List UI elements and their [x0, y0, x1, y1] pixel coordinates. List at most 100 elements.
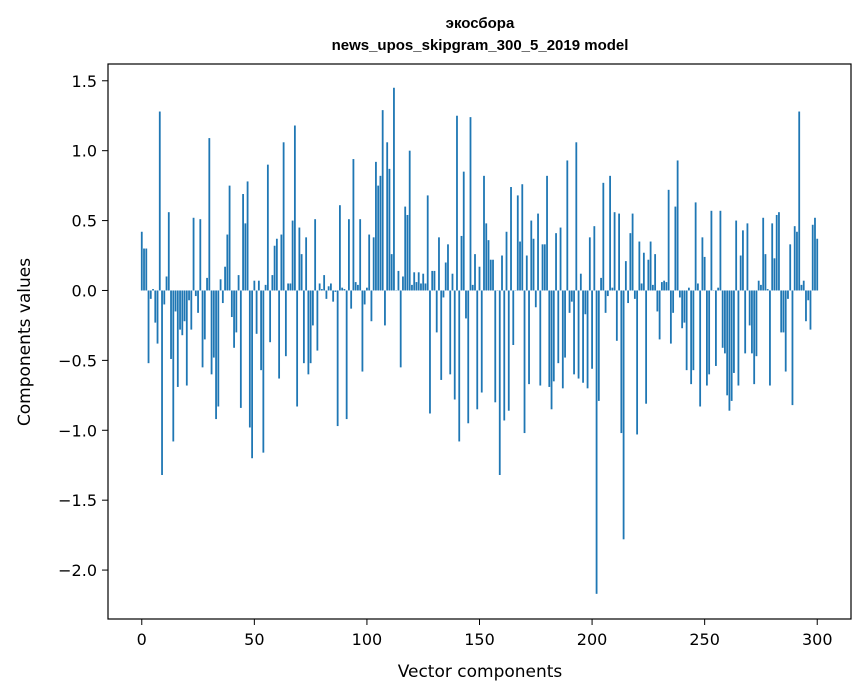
bar-186	[559, 227, 562, 291]
bar-75	[309, 290, 312, 364]
bar-124	[420, 283, 422, 291]
bar-27	[201, 290, 204, 368]
bar-36	[221, 290, 224, 304]
bar-120	[411, 284, 413, 291]
bar-25	[197, 290, 199, 313]
bar-5	[152, 289, 154, 291]
bar-275	[760, 284, 762, 291]
bar-231	[660, 282, 663, 291]
bar-184	[555, 233, 557, 291]
bar-216	[627, 290, 629, 304]
bar-288	[789, 244, 792, 291]
bar-261	[728, 290, 731, 411]
bar-58	[271, 275, 274, 291]
bar-74	[307, 290, 310, 375]
bar-31	[210, 290, 213, 375]
bar-1	[143, 248, 145, 291]
bar-283	[778, 212, 780, 291]
bar-162	[505, 231, 508, 291]
x-tick-label: 300	[802, 630, 833, 649]
bar-141	[458, 290, 461, 442]
bar-276	[762, 217, 765, 291]
bar-45	[242, 194, 244, 291]
bar-72	[302, 290, 305, 364]
bar-177	[539, 290, 542, 386]
y-tick-label: −1.5	[58, 491, 97, 510]
bar-168	[519, 241, 521, 291]
x-tick-label: 100	[352, 630, 383, 649]
bar-6	[154, 290, 157, 323]
bar-188	[564, 290, 566, 358]
bar-171	[525, 255, 528, 291]
bar-79	[318, 283, 321, 291]
y-tick-label: 0.5	[72, 212, 97, 231]
bar-164	[510, 187, 512, 291]
bar-192	[573, 290, 575, 375]
bar-221	[638, 241, 641, 291]
bar-179	[543, 244, 546, 291]
bar-103	[372, 237, 375, 291]
bar-22	[190, 290, 193, 330]
bar-137	[449, 290, 452, 375]
bar-14	[172, 290, 175, 442]
bar-277	[764, 254, 767, 291]
bar-53	[260, 290, 262, 371]
bar-183	[552, 290, 555, 382]
bar-195	[579, 273, 582, 291]
bar-26	[199, 219, 202, 291]
bar-98	[361, 290, 364, 372]
bar-95	[354, 282, 357, 291]
bar-65	[287, 283, 290, 291]
bar-154	[487, 240, 490, 291]
bar-56	[266, 164, 269, 291]
bar-213	[620, 290, 623, 434]
bar-12	[167, 212, 170, 291]
y-tick-label: −1.0	[58, 421, 97, 440]
bar-91	[345, 290, 348, 420]
bar-24	[194, 290, 197, 297]
bar-161	[503, 290, 506, 421]
bar-208	[609, 175, 611, 291]
bar-284	[780, 290, 783, 333]
bar-38	[226, 234, 229, 291]
bar-282	[775, 214, 778, 291]
bar-3	[147, 290, 150, 364]
bar-249	[701, 237, 704, 291]
bar-86	[334, 290, 337, 292]
bar-173	[530, 220, 533, 291]
x-tick-label: 150	[464, 630, 495, 649]
bar-10	[163, 290, 166, 305]
bar-182	[550, 290, 553, 410]
y-tick-label: 1.0	[72, 142, 97, 161]
bar-242	[685, 290, 688, 371]
bar-219	[633, 290, 636, 299]
bar-243	[687, 287, 690, 291]
bar-40	[230, 290, 233, 318]
bar-112	[393, 87, 395, 291]
bar-96	[357, 284, 359, 291]
bar-48	[248, 290, 251, 428]
bar-114	[397, 270, 400, 291]
bar-241	[683, 290, 686, 323]
bar-66	[289, 283, 292, 291]
bar-300	[816, 238, 819, 291]
bar-181	[548, 290, 551, 387]
bar-117	[404, 206, 407, 291]
bar-197	[584, 290, 587, 315]
bar-262	[730, 290, 733, 401]
bar-18	[181, 290, 184, 336]
bar-266	[739, 255, 742, 291]
bar-212	[618, 213, 620, 291]
bar-64	[284, 290, 287, 357]
bar-180	[546, 175, 548, 291]
bar-119	[408, 150, 411, 291]
bar-116	[402, 276, 404, 291]
bar-20	[185, 290, 188, 386]
bar-256	[717, 287, 720, 291]
bar-172	[528, 290, 530, 385]
bar-185	[557, 290, 560, 364]
bar-78	[316, 290, 319, 351]
bar-47	[246, 181, 249, 291]
bar-252	[708, 290, 711, 375]
